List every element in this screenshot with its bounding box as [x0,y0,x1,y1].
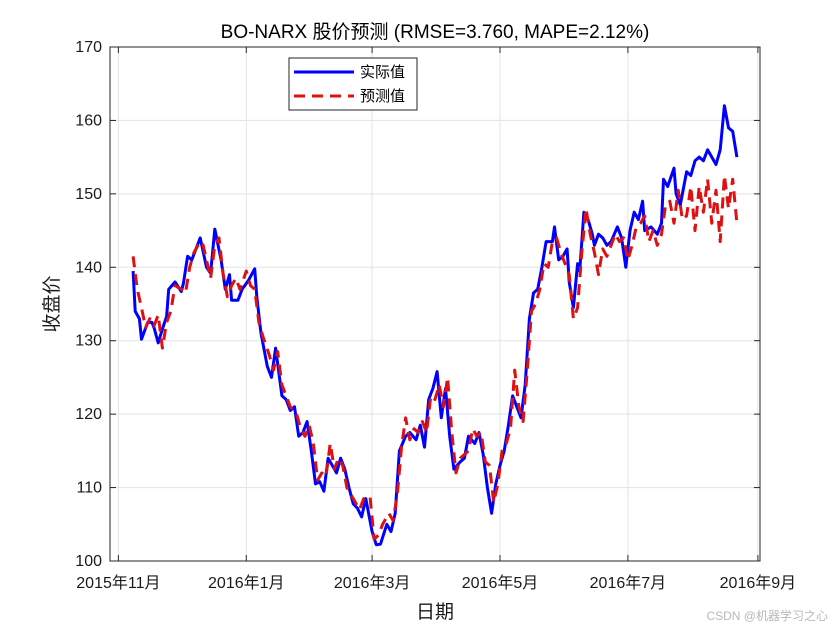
x-tick-label: 2016年5月 [462,574,539,592]
y-axis-label: 收盘价 [41,275,63,332]
x-tick-label: 2016年7月 [590,574,667,592]
x-tick-label: 2016年1月 [208,574,285,592]
x-tick-label: 2016年9月 [720,574,797,592]
x-tick-label: 2016年3月 [334,574,411,592]
axis-ticks: 100 110 120 130 140 150 160 170 2015年11月 2016年1月 2… [75,39,796,592]
y-tick-label: 110 [76,480,102,497]
legend-label-predicted: 预测值 [360,88,405,105]
y-tick-label: 120 [75,406,102,423]
y-tick-label: 170 [75,39,102,56]
plot-frame [109,46,761,562]
series-line-predicted [131,174,739,541]
y-tick-label: 100 [75,553,102,570]
legend-box [288,57,418,111]
legend-label-actual: 实际值 [360,64,405,81]
y-tick-label: 130 [75,333,102,350]
x-axis-label: 日期 [416,601,454,623]
series-line-actual [131,104,739,547]
y-tick-label: 160 [75,112,102,129]
chart-title: BO-NARX 股价预测 (RMSE=3.760, MAPE=2.12%) [221,21,650,43]
series-layer [131,104,739,547]
legend: 实际值 预测值 [288,57,418,111]
y-tick-label: 150 [75,186,102,203]
x-tick-label: 2015年11月 [76,574,160,592]
plot-area [110,47,760,561]
watermark: CSDN @机器学习之心 [706,608,828,623]
y-tick-label: 140 [75,259,102,276]
